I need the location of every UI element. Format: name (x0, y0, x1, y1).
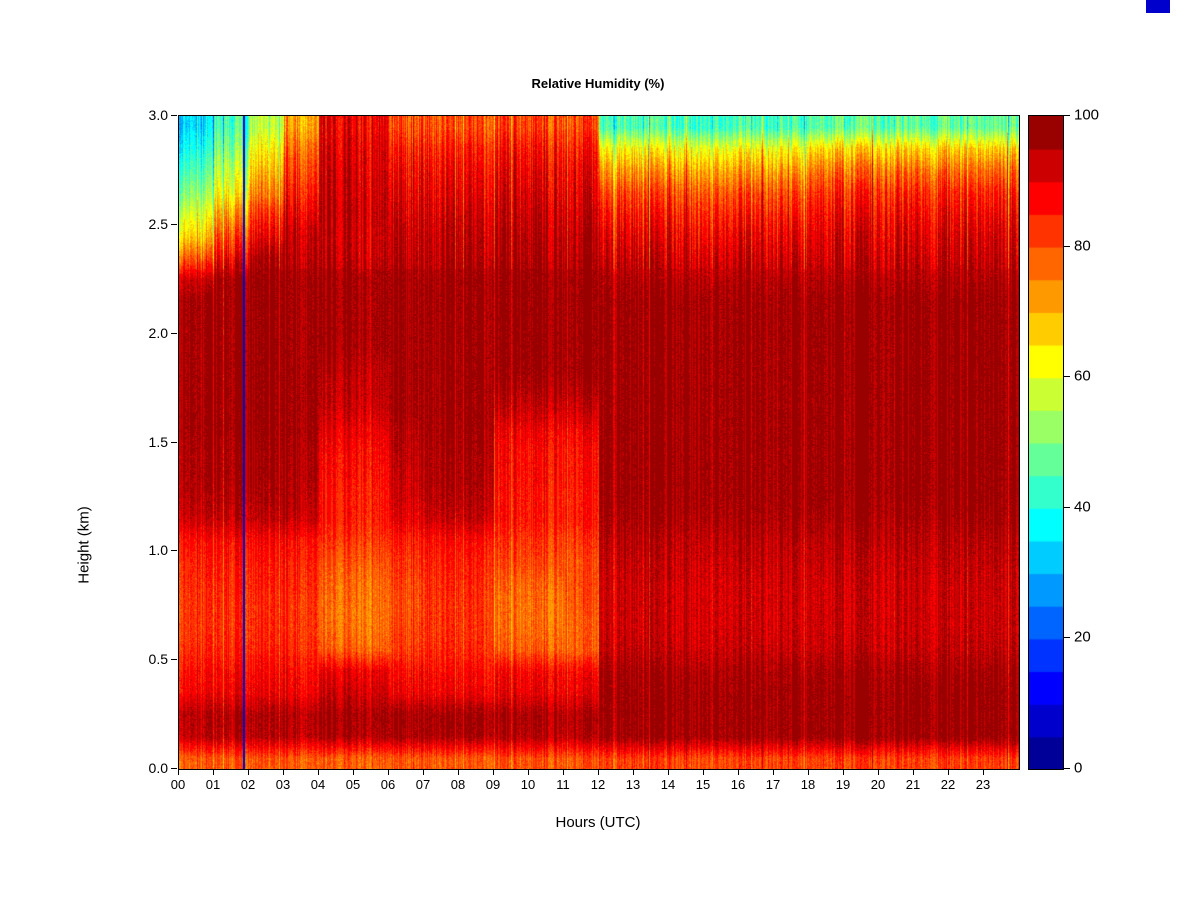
colorbar (1028, 115, 1064, 770)
colorbar-tick-mark (1064, 376, 1070, 378)
y-tick-label: 2.0 (148, 324, 168, 341)
x-tick-label: 12 (590, 777, 606, 792)
x-tick-mark (353, 769, 354, 775)
x-tick-label: 17 (765, 777, 781, 792)
x-tick-mark (913, 769, 914, 775)
x-tick-mark (948, 769, 949, 775)
heatmap-canvas (179, 116, 1019, 769)
y-tick-mark (171, 332, 177, 334)
x-tick-mark (598, 769, 599, 775)
colorbar-tick-mark (1064, 506, 1070, 508)
x-tick-label: 10 (520, 777, 536, 792)
y-tick-label: 0.0 (148, 760, 168, 776)
y-tick-mark (171, 441, 177, 443)
x-tick-label: 18 (800, 777, 816, 792)
colorbar-tick-mark (1064, 768, 1070, 769)
x-tick-mark (668, 769, 669, 775)
x-tick-mark (773, 769, 774, 775)
x-tick-label: 04 (310, 777, 326, 792)
x-tick-label: 07 (415, 777, 431, 792)
y-tick-label: 1.0 (148, 542, 168, 559)
y-tick-label: 2.5 (148, 215, 168, 232)
y-tick-mark (171, 659, 177, 661)
x-tick-mark (878, 769, 879, 775)
x-tick-mark (213, 769, 214, 775)
colorbar-canvas (1029, 116, 1063, 769)
x-tick-mark (283, 769, 284, 775)
y-tick-label: 3.0 (148, 107, 168, 123)
x-tick-label: 08 (450, 777, 466, 792)
x-tick-label: 20 (870, 777, 886, 792)
x-tick-mark (493, 769, 494, 775)
x-tick-mark (423, 769, 424, 775)
x-tick-label: 15 (695, 777, 711, 792)
x-tick-mark (843, 769, 844, 775)
x-tick-label: 06 (380, 777, 396, 792)
x-tick-mark (318, 769, 319, 775)
x-tick-mark (248, 769, 249, 775)
top-right-blue-mark (1146, 0, 1170, 13)
colorbar-tick-label: 80 (1074, 237, 1091, 255)
x-tick-mark (983, 769, 984, 775)
colorbar-tick-label: 60 (1074, 367, 1091, 385)
y-tick-mark (171, 223, 177, 225)
x-tick-label: 22 (940, 777, 956, 792)
colorbar-tick-label: 100 (1074, 106, 1100, 124)
x-axis-title: Hours (UTC) (555, 814, 641, 831)
x-tick-label: 02 (240, 777, 256, 792)
x-tick-label: 19 (835, 777, 851, 792)
x-tick-label: 14 (660, 777, 676, 792)
x-tick-label: 03 (275, 777, 291, 792)
colorbar-tick-mark (1064, 245, 1070, 247)
x-tick-label: 09 (485, 777, 501, 792)
x-tick-mark (563, 769, 564, 775)
x-tick-mark (703, 769, 704, 775)
x-tick-label: 05 (345, 777, 361, 792)
y-tick-label: 0.5 (148, 651, 168, 668)
y-tick-mark (171, 550, 177, 552)
x-tick-label: 23 (975, 777, 991, 792)
colorbar-tick-label: 40 (1074, 498, 1091, 516)
x-tick-mark (808, 769, 809, 775)
x-tick-label: 00 (170, 777, 186, 792)
chart-title: Relative Humidity (%) (531, 76, 665, 91)
x-tick-mark (633, 769, 634, 775)
colorbar-tick-mark (1064, 637, 1070, 639)
y-axis-title: Height (km) (75, 506, 93, 584)
heatmap-plot-area (178, 115, 1020, 770)
y-tick-mark (171, 768, 177, 769)
x-tick-label: 01 (205, 777, 221, 792)
colorbar-tick-label: 20 (1074, 628, 1091, 646)
x-tick-mark (458, 769, 459, 775)
x-tick-mark (738, 769, 739, 775)
x-tick-label: 21 (905, 777, 921, 792)
x-tick-mark (528, 769, 529, 775)
x-tick-label: 11 (556, 777, 570, 792)
x-tick-label: 13 (625, 777, 641, 792)
y-tick-label: 1.5 (148, 433, 168, 450)
x-tick-mark (178, 769, 179, 775)
y-tick-mark (171, 115, 177, 116)
x-tick-mark (388, 769, 389, 775)
x-tick-label: 16 (730, 777, 746, 792)
colorbar-tick-mark (1064, 115, 1070, 116)
colorbar-tick-label: 0 (1074, 759, 1083, 777)
